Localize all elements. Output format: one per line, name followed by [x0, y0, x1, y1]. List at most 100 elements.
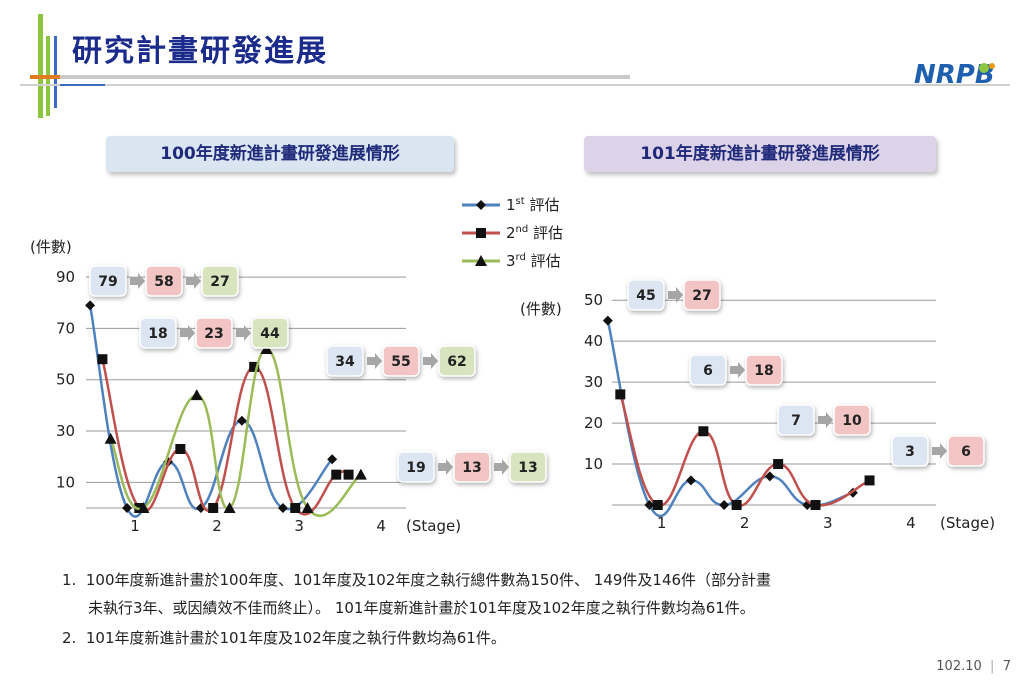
chart2-series-2-point [652, 500, 663, 510]
chart2-xtick-label: 3 [823, 514, 833, 532]
legend-entry-1: 1st 評估 [506, 196, 559, 214]
chart1-arrow-icon [180, 325, 195, 341]
chart1-value-label: 18 [148, 326, 167, 342]
chart1-value-label: 62 [447, 354, 466, 370]
chart1-series-2-point [290, 503, 301, 513]
legend-marker-1 [476, 200, 486, 210]
note-1-number: 1. [62, 571, 77, 589]
chart2-series-2-point [864, 475, 875, 486]
header-rule-orange [30, 75, 60, 79]
note-1-line1: 100年度新進計畫於100年度、101年度及102年度之執行總件數為150件、 … [85, 571, 772, 589]
chart2-series-2-point [731, 500, 742, 510]
chart1-value-box [382, 345, 420, 377]
chart2-arrow-icon [932, 443, 947, 459]
chart1-value-box [89, 265, 127, 297]
chart2-series-1-point [644, 500, 655, 510]
chart2-arrow-icon [730, 362, 745, 378]
chart2-y-axis-label: (件數) [520, 300, 562, 318]
chart2-value-box [891, 435, 929, 467]
chart2-value-box [947, 435, 985, 467]
chart1-arrow-icon [236, 325, 251, 341]
chart1-value-box [397, 451, 435, 483]
chart1-value-box [438, 345, 476, 377]
header-rule-thin [20, 84, 1010, 86]
note-1: 1. 100年度新進計畫於100年度、101年度及102年度之執行總件數為150… [62, 566, 771, 622]
chart2-value-box [777, 404, 815, 436]
legend-marker-3 [475, 255, 487, 266]
chart2-value-box [745, 354, 783, 386]
chart2-ytick-label: 10 [584, 455, 603, 473]
chart1-xtick-label: 1 [130, 517, 140, 535]
chart1-value-box [453, 451, 491, 483]
chart1-series-2-point [331, 469, 342, 480]
legend-entry-2: 2nd 評估 [506, 224, 563, 242]
chart2-series-1-point [764, 471, 775, 482]
header-decoration [20, 14, 1010, 118]
chart1-title: 100年度新進計畫研發進展情形 [106, 136, 454, 172]
chart2-series-1-point [602, 315, 613, 326]
chart1-series-3-line [109, 347, 362, 518]
chart1-value-box [195, 317, 233, 349]
chart1-series-3-point [104, 432, 117, 444]
chart1-series-3-point [137, 502, 150, 513]
chart2-ytick-label: 50 [584, 291, 603, 309]
chart1-value-label: 19 [406, 460, 425, 476]
chart2-value-box [833, 404, 871, 436]
chart1-xtick-label: 3 [294, 517, 304, 535]
chart1-series-1-point [122, 503, 133, 513]
header-rule-blue [60, 84, 105, 86]
chart2-series-1-point [685, 475, 696, 486]
chart1-xtick-label: 2 [212, 517, 222, 535]
chart1-series-1-point [85, 300, 96, 311]
chart2-value-label: 3 [905, 444, 915, 460]
chart2-series-1-point [719, 500, 730, 510]
footer-date: 102.10 [936, 659, 982, 674]
chart1-series-3-point [354, 468, 367, 480]
logo-dot-orange [989, 63, 995, 69]
legend-entry-3: 3rd 評估 [506, 252, 561, 270]
header-bar-green [38, 14, 43, 118]
chart1-ytick-label: 30 [56, 422, 75, 440]
chart2-series-2-point [698, 426, 709, 437]
chart1-value-box [251, 317, 289, 349]
chart1-value-box [139, 317, 177, 349]
chart1-ytick-label: 70 [56, 319, 75, 337]
note-2-number: 2. [62, 629, 77, 647]
chart2-xtick-label: 2 [740, 514, 750, 532]
chart1-series-2-point [208, 503, 219, 513]
chart2-xtick-label: 1 [657, 514, 667, 532]
chart1-arrow-icon [438, 459, 453, 475]
chart1-ytick-label: 10 [56, 473, 75, 491]
chart2-arrow-icon [818, 412, 833, 428]
chart1-value-label: 23 [204, 326, 223, 342]
logo-dot-green [979, 63, 989, 73]
chart1-series-1-point [277, 503, 288, 513]
chart1-value-label: 27 [210, 274, 229, 290]
chart1-value-label: 13 [462, 460, 481, 476]
chart1-series-1-point [236, 415, 247, 426]
chart2-series-2-point [810, 500, 821, 510]
chart2-value-label: 6 [961, 444, 971, 460]
footer-page-number: 7 [1002, 659, 1011, 674]
chart2-value-box [689, 354, 727, 386]
chart2-value-label: 7 [791, 413, 801, 429]
chart1-value-label: 34 [335, 354, 355, 370]
legend-marker-2 [476, 228, 486, 238]
note-1-line2: 未執行3年、或因績效不佳而終止）。 101年度新進計畫於101年度及102年度之… [88, 599, 755, 617]
chart2-title: 101年度新進計畫研發進展情形 [584, 136, 936, 172]
chart1-x-axis-label: (Stage) [406, 517, 461, 535]
header-rule-gray [30, 75, 630, 79]
chart2-x-axis-label: (Stage) [940, 514, 995, 532]
page-footer: 102.10 | 7 [936, 659, 1011, 674]
chart1-value-label: 44 [260, 326, 280, 342]
chart1-series-2-point [249, 361, 260, 372]
chart1-value-label: 13 [518, 460, 537, 476]
chart1-ytick-label: 90 [56, 268, 75, 286]
chart2-series-2-line [619, 394, 871, 507]
chart2-ytick-label: 40 [584, 332, 603, 350]
chart1-value-box [145, 265, 183, 297]
chart1-series-3-point [301, 502, 314, 513]
chart2-value-label: 18 [754, 363, 773, 379]
chart2-ytick-label: 30 [584, 373, 603, 391]
chart1-arrow-icon [494, 459, 509, 475]
